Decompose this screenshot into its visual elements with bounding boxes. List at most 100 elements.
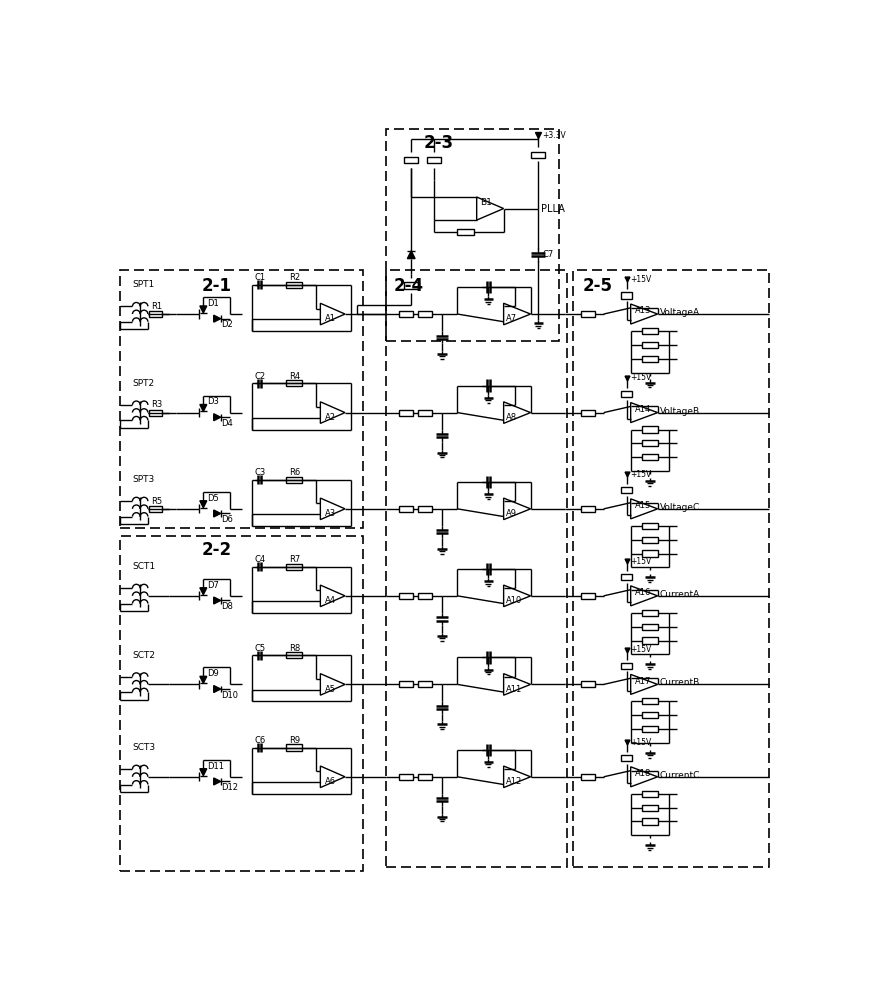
Bar [120,270,362,528]
Bar [641,805,657,811]
Bar [580,593,594,599]
Bar [120,536,362,871]
Bar [385,129,559,341]
Bar [641,610,657,616]
Text: A4: A4 [325,596,335,605]
Polygon shape [214,597,221,604]
Text: C7: C7 [541,250,553,259]
Text: A8: A8 [506,413,516,422]
Bar [418,311,432,317]
Text: D3: D3 [207,397,219,406]
Text: CurrentA: CurrentA [660,590,700,599]
Bar [620,391,632,397]
Bar [641,537,657,543]
Text: A5: A5 [325,685,335,694]
Bar [418,681,432,687]
Bar [641,342,657,348]
Bar [641,550,657,557]
Polygon shape [320,674,345,695]
Text: A10: A10 [506,596,521,605]
Text: A17: A17 [634,677,650,686]
Polygon shape [476,197,503,220]
Bar [641,356,657,362]
Polygon shape [503,498,530,520]
Text: R6: R6 [289,468,300,477]
Bar [641,440,657,446]
Bar [427,157,441,163]
Text: +15V: +15V [629,738,650,747]
Text: R2: R2 [289,273,300,282]
Bar [149,311,162,317]
Polygon shape [214,510,221,517]
Text: +15V: +15V [629,645,650,654]
Text: D6: D6 [221,515,233,524]
Polygon shape [200,501,207,508]
Polygon shape [630,304,657,324]
Bar [641,726,657,732]
Text: +15V: +15V [629,557,650,566]
Bar [580,410,594,416]
Bar [620,755,632,761]
Bar [404,157,418,163]
Text: A12: A12 [506,777,521,786]
Bar [573,270,768,867]
Text: SPT1: SPT1 [132,280,155,289]
Polygon shape [320,402,345,423]
Text: A3: A3 [325,509,335,518]
Bar [399,506,412,512]
Polygon shape [200,405,207,411]
Polygon shape [214,315,221,322]
Text: A15: A15 [634,501,650,510]
Bar [418,774,432,780]
Bar [399,410,412,416]
Text: +15V: +15V [629,275,650,284]
Bar [641,426,657,433]
Text: CurrentC: CurrentC [660,771,700,780]
Text: A16: A16 [634,588,650,597]
Polygon shape [200,588,207,595]
Bar [418,410,432,416]
Text: D10: D10 [221,691,238,700]
Bar [149,410,162,416]
Text: SPT2: SPT2 [132,379,155,388]
Text: PLLA: PLLA [540,204,564,214]
Bar [580,506,594,512]
Text: CurrentB: CurrentB [660,678,700,687]
Bar [620,663,632,669]
Text: A18: A18 [634,769,650,778]
Text: 2-3: 2-3 [423,134,453,152]
Bar [641,698,657,704]
Text: D5: D5 [207,494,219,503]
Text: A14: A14 [634,405,650,414]
Polygon shape [214,778,221,785]
Bar [641,454,657,460]
Text: R4: R4 [289,372,300,381]
Polygon shape [503,766,530,788]
Bar [641,328,657,334]
Text: R1: R1 [151,302,162,311]
Bar [286,652,302,658]
Text: D7: D7 [207,581,219,590]
Bar [399,311,412,317]
Text: D12: D12 [221,783,238,792]
Text: A9: A9 [506,509,516,518]
Polygon shape [320,766,345,788]
Text: A13: A13 [634,306,650,315]
Text: VoltageA: VoltageA [660,308,700,317]
Bar [403,282,419,289]
Bar [641,637,657,644]
Bar [286,477,302,483]
Text: 2-2: 2-2 [202,541,232,559]
Bar [456,229,473,235]
Bar [418,593,432,599]
Text: D1: D1 [207,299,219,308]
Text: R9: R9 [289,736,300,745]
Polygon shape [630,499,657,519]
Text: R3: R3 [151,400,162,409]
Text: 2-5: 2-5 [581,277,612,295]
Text: C4: C4 [255,555,266,564]
Text: SCT1: SCT1 [132,562,156,571]
Text: VoltageC: VoltageC [660,503,700,512]
Polygon shape [630,403,657,423]
Bar [531,152,545,158]
